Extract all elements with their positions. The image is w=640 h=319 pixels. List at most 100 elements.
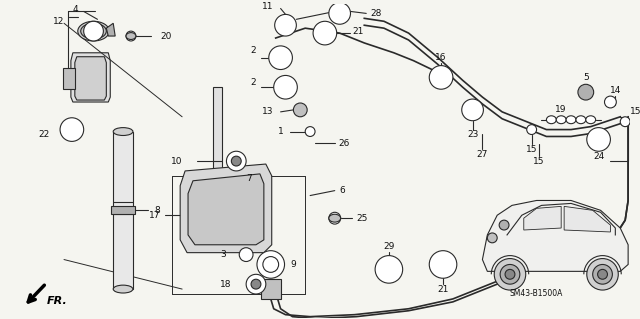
Circle shape	[60, 118, 84, 141]
Circle shape	[263, 256, 278, 272]
Ellipse shape	[586, 116, 596, 124]
Text: 25: 25	[356, 214, 368, 223]
Circle shape	[494, 259, 525, 290]
Text: FR.: FR.	[46, 296, 67, 306]
Text: 18: 18	[220, 280, 232, 289]
Text: 24: 24	[593, 152, 604, 161]
Circle shape	[605, 96, 616, 108]
Polygon shape	[564, 206, 611, 232]
Ellipse shape	[78, 21, 109, 41]
Text: 12: 12	[52, 17, 64, 26]
Ellipse shape	[113, 128, 133, 136]
Polygon shape	[71, 53, 110, 102]
Polygon shape	[524, 206, 561, 230]
Circle shape	[313, 21, 337, 45]
Ellipse shape	[547, 116, 556, 124]
Circle shape	[375, 256, 403, 283]
Polygon shape	[188, 174, 264, 245]
Text: 2: 2	[250, 46, 256, 55]
Circle shape	[269, 46, 292, 70]
Bar	[212, 87, 221, 240]
Circle shape	[246, 274, 266, 294]
Circle shape	[499, 220, 509, 230]
Text: 20: 20	[161, 32, 172, 41]
Circle shape	[257, 251, 285, 278]
Bar	[63, 68, 75, 89]
Text: 21: 21	[437, 285, 449, 293]
Circle shape	[329, 3, 351, 24]
Circle shape	[429, 251, 457, 278]
Text: 29: 29	[383, 242, 395, 251]
Text: 4: 4	[73, 5, 79, 14]
Circle shape	[273, 50, 289, 66]
Text: 13: 13	[262, 108, 274, 116]
Circle shape	[278, 18, 292, 32]
Text: 23: 23	[467, 130, 478, 139]
Text: 26: 26	[339, 139, 350, 148]
Text: 15: 15	[532, 157, 544, 166]
Circle shape	[293, 103, 307, 117]
Text: 15: 15	[630, 108, 640, 116]
Circle shape	[274, 75, 298, 99]
Ellipse shape	[556, 116, 566, 124]
Circle shape	[84, 21, 104, 41]
Bar	[111, 206, 135, 214]
Circle shape	[578, 84, 594, 100]
Circle shape	[232, 156, 241, 166]
Circle shape	[500, 264, 520, 284]
Ellipse shape	[81, 23, 106, 39]
Text: 3: 3	[221, 250, 227, 259]
Circle shape	[251, 279, 261, 289]
Text: 1: 1	[278, 127, 284, 136]
Circle shape	[587, 128, 611, 151]
Text: 11: 11	[262, 2, 274, 11]
Text: 15: 15	[526, 145, 538, 154]
Circle shape	[379, 260, 399, 279]
Text: 8: 8	[155, 206, 161, 215]
Text: 17: 17	[149, 211, 161, 220]
Text: 21: 21	[353, 26, 364, 36]
Circle shape	[587, 259, 618, 290]
Circle shape	[333, 6, 346, 20]
Circle shape	[126, 31, 136, 41]
Circle shape	[239, 248, 253, 262]
Circle shape	[433, 70, 449, 85]
Ellipse shape	[126, 33, 136, 40]
Text: SM43-B1500A: SM43-B1500A	[510, 290, 563, 299]
Ellipse shape	[566, 116, 576, 124]
Text: 27: 27	[477, 150, 488, 159]
Text: 6: 6	[340, 186, 346, 195]
Ellipse shape	[576, 116, 586, 124]
Circle shape	[278, 79, 293, 95]
Circle shape	[433, 255, 453, 274]
Text: 7: 7	[246, 174, 252, 183]
Text: 19: 19	[556, 105, 567, 115]
Circle shape	[329, 212, 340, 224]
Text: 2: 2	[250, 78, 256, 87]
Text: 28: 28	[370, 9, 381, 18]
Circle shape	[305, 127, 315, 137]
Text: 9: 9	[291, 260, 296, 269]
Text: 16: 16	[435, 53, 447, 62]
Text: 10: 10	[171, 157, 182, 166]
Circle shape	[461, 99, 483, 121]
Text: 14: 14	[610, 86, 621, 95]
Circle shape	[275, 14, 296, 36]
Ellipse shape	[113, 285, 133, 293]
Polygon shape	[113, 131, 133, 289]
Circle shape	[227, 151, 246, 171]
Circle shape	[593, 264, 612, 284]
Text: 22: 22	[38, 130, 49, 139]
Circle shape	[591, 131, 607, 147]
Polygon shape	[106, 23, 115, 36]
Circle shape	[505, 269, 515, 279]
Circle shape	[487, 233, 497, 243]
Circle shape	[317, 25, 333, 41]
Polygon shape	[75, 57, 106, 100]
Circle shape	[527, 125, 536, 135]
Text: 5: 5	[583, 73, 589, 82]
Polygon shape	[180, 164, 272, 253]
Circle shape	[620, 117, 630, 127]
Polygon shape	[483, 200, 628, 271]
Circle shape	[466, 103, 479, 117]
